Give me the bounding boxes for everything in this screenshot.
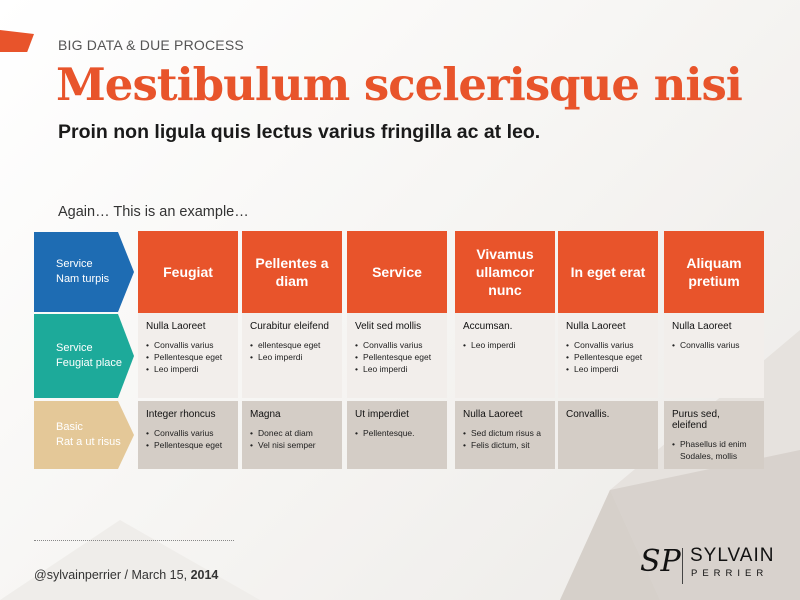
cell-title: Nulla Laoreet <box>566 321 626 332</box>
logo-name: SYLVAIN <box>690 545 775 566</box>
cell-bullet-list: ellentesque egetLeo imperdi <box>250 339 334 363</box>
cell-bullet-list: Convallis varius <box>672 339 756 351</box>
grid-column: In eget erat Nulla Laoreet Convallis variu… <box>558 231 658 469</box>
cell-bullet: Phasellus id enim Sodales, mollis <box>672 438 756 462</box>
row-label-line1: Basic <box>56 421 83 433</box>
basic-cell: Nulla Laoreet Sed dictum risus aFelis dic… <box>455 401 555 469</box>
cell-title: Convallis. <box>566 409 610 420</box>
footer-year: 2014 <box>190 568 219 582</box>
brand-logo: SP SYLVAIN PERRIER <box>640 544 780 584</box>
grid-column: Aliquam pretium Nulla Laoreet Convallis va… <box>664 231 764 469</box>
cell-bullet: Convallis varius <box>146 427 230 439</box>
cell-bullet-list: Convallis variusPellentesque egetLeo imp… <box>355 339 439 375</box>
cell-title: Accumsan. <box>463 321 513 332</box>
cell-bullet: Leo imperdi <box>463 339 547 351</box>
cell-title: Nulla Laoreet <box>146 321 206 332</box>
grid-column: Pellentes a diam Curabitur eleifend ellent… <box>242 231 342 469</box>
column-header: Service <box>347 231 447 313</box>
cell-bullet: Convallis varius <box>566 339 650 351</box>
cell-bullet: Pellentesque eget <box>146 351 230 363</box>
basic-cell: Integer rhoncus Convallis variusPellentes… <box>138 401 238 469</box>
basic-cell: Ut imperdiet Pellentesque. <box>347 401 447 469</box>
cell-bullet: Leo imperdi <box>146 363 230 375</box>
cell-bullet: ellentesque eget <box>250 339 334 351</box>
basic-cell: Convallis. <box>558 401 658 469</box>
section-kicker: BIG DATA & DUE PROCESS <box>58 37 244 53</box>
logo-divider <box>682 548 683 584</box>
page-title: Mestibulum scelerisque nisi <box>56 58 743 111</box>
service-cell: Accumsan. Leo imperdi <box>455 313 555 398</box>
cell-bullet: Pellentesque eget <box>355 351 439 363</box>
cell-bullet: Leo imperdi <box>355 363 439 375</box>
service-cell: Nulla Laoreet Convallis variusPellentesqu… <box>138 313 238 398</box>
footer-divider <box>34 540 234 541</box>
cell-bullet-list: Donec at diamVel nisi semper <box>250 427 334 451</box>
cell-bullet: Convallis varius <box>355 339 439 351</box>
row-label-2: Service Feugiat place <box>34 314 134 398</box>
cell-title: Integer rhoncus <box>146 409 216 420</box>
cell-title: Curabitur eleifend <box>250 321 329 332</box>
cell-bullet: Sed dictum risus a <box>463 427 547 439</box>
logo-surname: PERRIER <box>691 568 769 579</box>
grid-column: Vivamus ullamcor nunc Accumsan. Leo imperd… <box>455 231 555 469</box>
footer-separator: / <box>124 568 128 582</box>
row-label-line2: Rat a ut risus <box>56 436 121 448</box>
column-header: Feugiat <box>138 231 238 313</box>
row-label-line1: Service <box>56 342 93 354</box>
page-subtitle: Proin non ligula quis lectus varius frin… <box>58 121 541 143</box>
footer-date: March 15, <box>131 568 188 582</box>
cell-bullet-list: Convallis variusPellentesque egetLeo imp… <box>566 339 650 375</box>
cell-bullet: Leo imperdi <box>250 351 334 363</box>
cell-bullet: Pellentesque. <box>355 427 439 439</box>
cell-bullet: Vel nisi semper <box>250 439 334 451</box>
column-header: Aliquam pretium <box>664 231 764 313</box>
cell-bullet-list: Convallis variusPellentesque eget <box>146 427 230 451</box>
logo-monogram: SP <box>640 544 681 579</box>
cell-bullet: Pellentesque eget <box>566 351 650 363</box>
row-label-line2: Feugiat place <box>56 357 123 369</box>
cell-bullet-list: Convallis variusPellentesque egetLeo imp… <box>146 339 230 375</box>
cell-title: Velit sed mollis <box>355 321 422 332</box>
corner-accent-tab <box>0 30 34 52</box>
cell-title: Nulla Laoreet <box>463 409 523 420</box>
cell-bullet: Convallis varius <box>146 339 230 351</box>
row-label-line1: Service <box>56 258 93 270</box>
column-header: In eget erat <box>558 231 658 313</box>
cell-bullet: Felis dictum, sit <box>463 439 547 451</box>
service-cell: Nulla Laoreet Convallis variusPellentesqu… <box>558 313 658 398</box>
basic-cell: Purus sed, eleifend Phasellus id enim Sod… <box>664 401 764 469</box>
cell-bullet-list: Pellentesque. <box>355 427 439 439</box>
service-cell: Velit sed mollis Convallis variusPellente… <box>347 313 447 398</box>
footer-credit: @sylvainperrier / March 15, 2014 <box>34 568 218 582</box>
footer-handle: @sylvainperrier <box>34 568 122 582</box>
basic-cell: Magna Donec at diamVel nisi semper <box>242 401 342 469</box>
cell-bullet: Leo imperdi <box>566 363 650 375</box>
intro-text: Again… This is an example… <box>58 204 249 220</box>
service-cell: Nulla Laoreet Convallis varius <box>664 313 764 398</box>
service-cell: Curabitur eleifend ellentesque egetLeo im… <box>242 313 342 398</box>
cell-title: Purus sed, eleifend <box>672 409 720 431</box>
cell-title: Magna <box>250 409 281 420</box>
row-label-3: Basic Rat a ut risus <box>34 401 134 469</box>
cell-bullet: Donec at diam <box>250 427 334 439</box>
column-header: Vivamus ullamcor nunc <box>455 231 555 313</box>
row-label-line2: Nam turpis <box>56 273 110 285</box>
cell-bullet-list: Sed dictum risus aFelis dictum, sit <box>463 427 547 451</box>
cell-bullet-list: Leo imperdi <box>463 339 547 351</box>
cell-title: Nulla Laoreet <box>672 321 732 332</box>
column-header: Pellentes a diam <box>242 231 342 313</box>
cell-bullet-list: Phasellus id enim Sodales, mollis <box>672 438 756 462</box>
cell-bullet: Pellentesque eget <box>146 439 230 451</box>
row-label-1: Service Nam turpis <box>34 232 134 312</box>
cell-bullet: Convallis varius <box>672 339 756 351</box>
cell-title: Ut imperdiet <box>355 409 409 420</box>
